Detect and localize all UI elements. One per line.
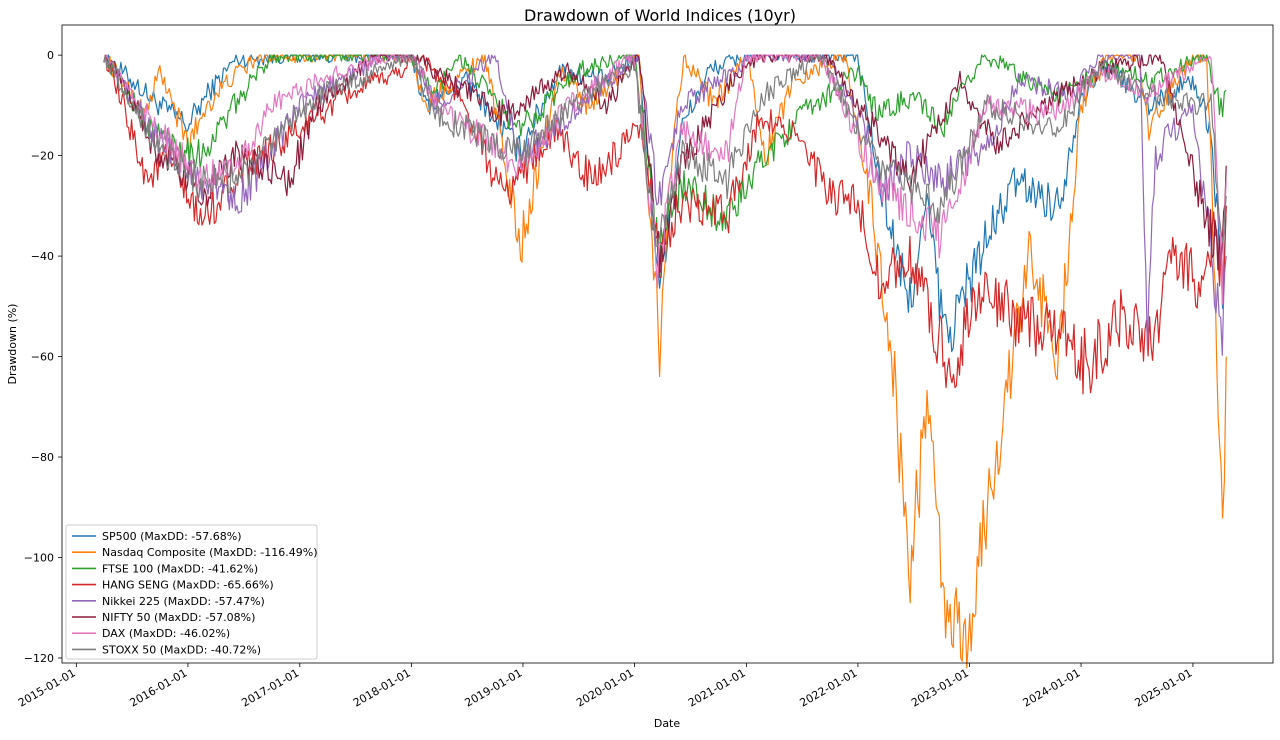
legend-label: Nasdaq Composite (MaxDD: -116.49%) <box>102 546 317 559</box>
series-line <box>103 54 1227 395</box>
legend-label: FTSE 100 (MaxDD: -41.62%) <box>102 562 258 575</box>
y-tick-label: −40 <box>31 250 54 263</box>
legend-label: STOXX 50 (MaxDD: -40.72%) <box>102 643 261 656</box>
y-tick-label: −60 <box>31 351 54 364</box>
x-tick-label: 2019-01-01 <box>463 666 525 709</box>
series-line <box>103 54 1227 356</box>
y-axis-label: Drawdown (%) <box>6 304 19 385</box>
x-axis: 2015-01-01 2016-01-01 2017-01-01 2018-01-01… <box>16 663 1194 710</box>
y-tick-label: −100 <box>24 552 54 565</box>
x-tick-label: 2018-01-01 <box>351 666 413 709</box>
series-line <box>103 54 1227 247</box>
legend: SP500 (MaxDD: -57.68%) Nasdaq Composite (… <box>65 524 318 660</box>
legend-label: NIFTY 50 (MaxDD: -57.08%) <box>102 611 255 624</box>
x-tick-label: 2015-01-01 <box>16 666 78 709</box>
x-tick-label: 2024-01-01 <box>1021 666 1083 709</box>
plot-frame <box>61 24 1274 664</box>
x-tick-label: 2016-01-01 <box>128 666 190 709</box>
legend-label: HANG SENG (MaxDD: -65.66%) <box>102 579 274 592</box>
legend-label: SP500 (MaxDD: -57.68%) <box>102 530 242 543</box>
x-tick-label: 2022-01-01 <box>798 666 860 709</box>
x-tick-label: 2025-01-01 <box>1133 666 1195 709</box>
x-axis-label: Date <box>654 717 681 730</box>
x-tick-label: 2021-01-01 <box>686 666 748 709</box>
legend-label: Nikkei 225 (MaxDD: -57.47%) <box>102 595 265 608</box>
series-line <box>103 54 1227 273</box>
y-axis: 0 −20 −40 −60 −80 −100 −120 <box>24 49 62 665</box>
y-tick-label: −120 <box>24 652 54 665</box>
plot-area <box>103 54 1227 669</box>
x-tick-label: 2023-01-01 <box>909 666 971 709</box>
x-tick-label: 2017-01-01 <box>239 666 301 709</box>
y-tick-label: 0 <box>47 49 54 62</box>
legend-label: DAX (MaxDD: -46.02%) <box>102 627 230 640</box>
y-tick-label: −80 <box>31 451 54 464</box>
x-tick-label: 2020-01-01 <box>574 666 636 709</box>
chart-title: Drawdown of World Indices (10yr) <box>524 6 796 25</box>
series-line <box>103 54 1227 305</box>
legend-box <box>65 524 318 660</box>
y-tick-label: −20 <box>31 150 54 163</box>
